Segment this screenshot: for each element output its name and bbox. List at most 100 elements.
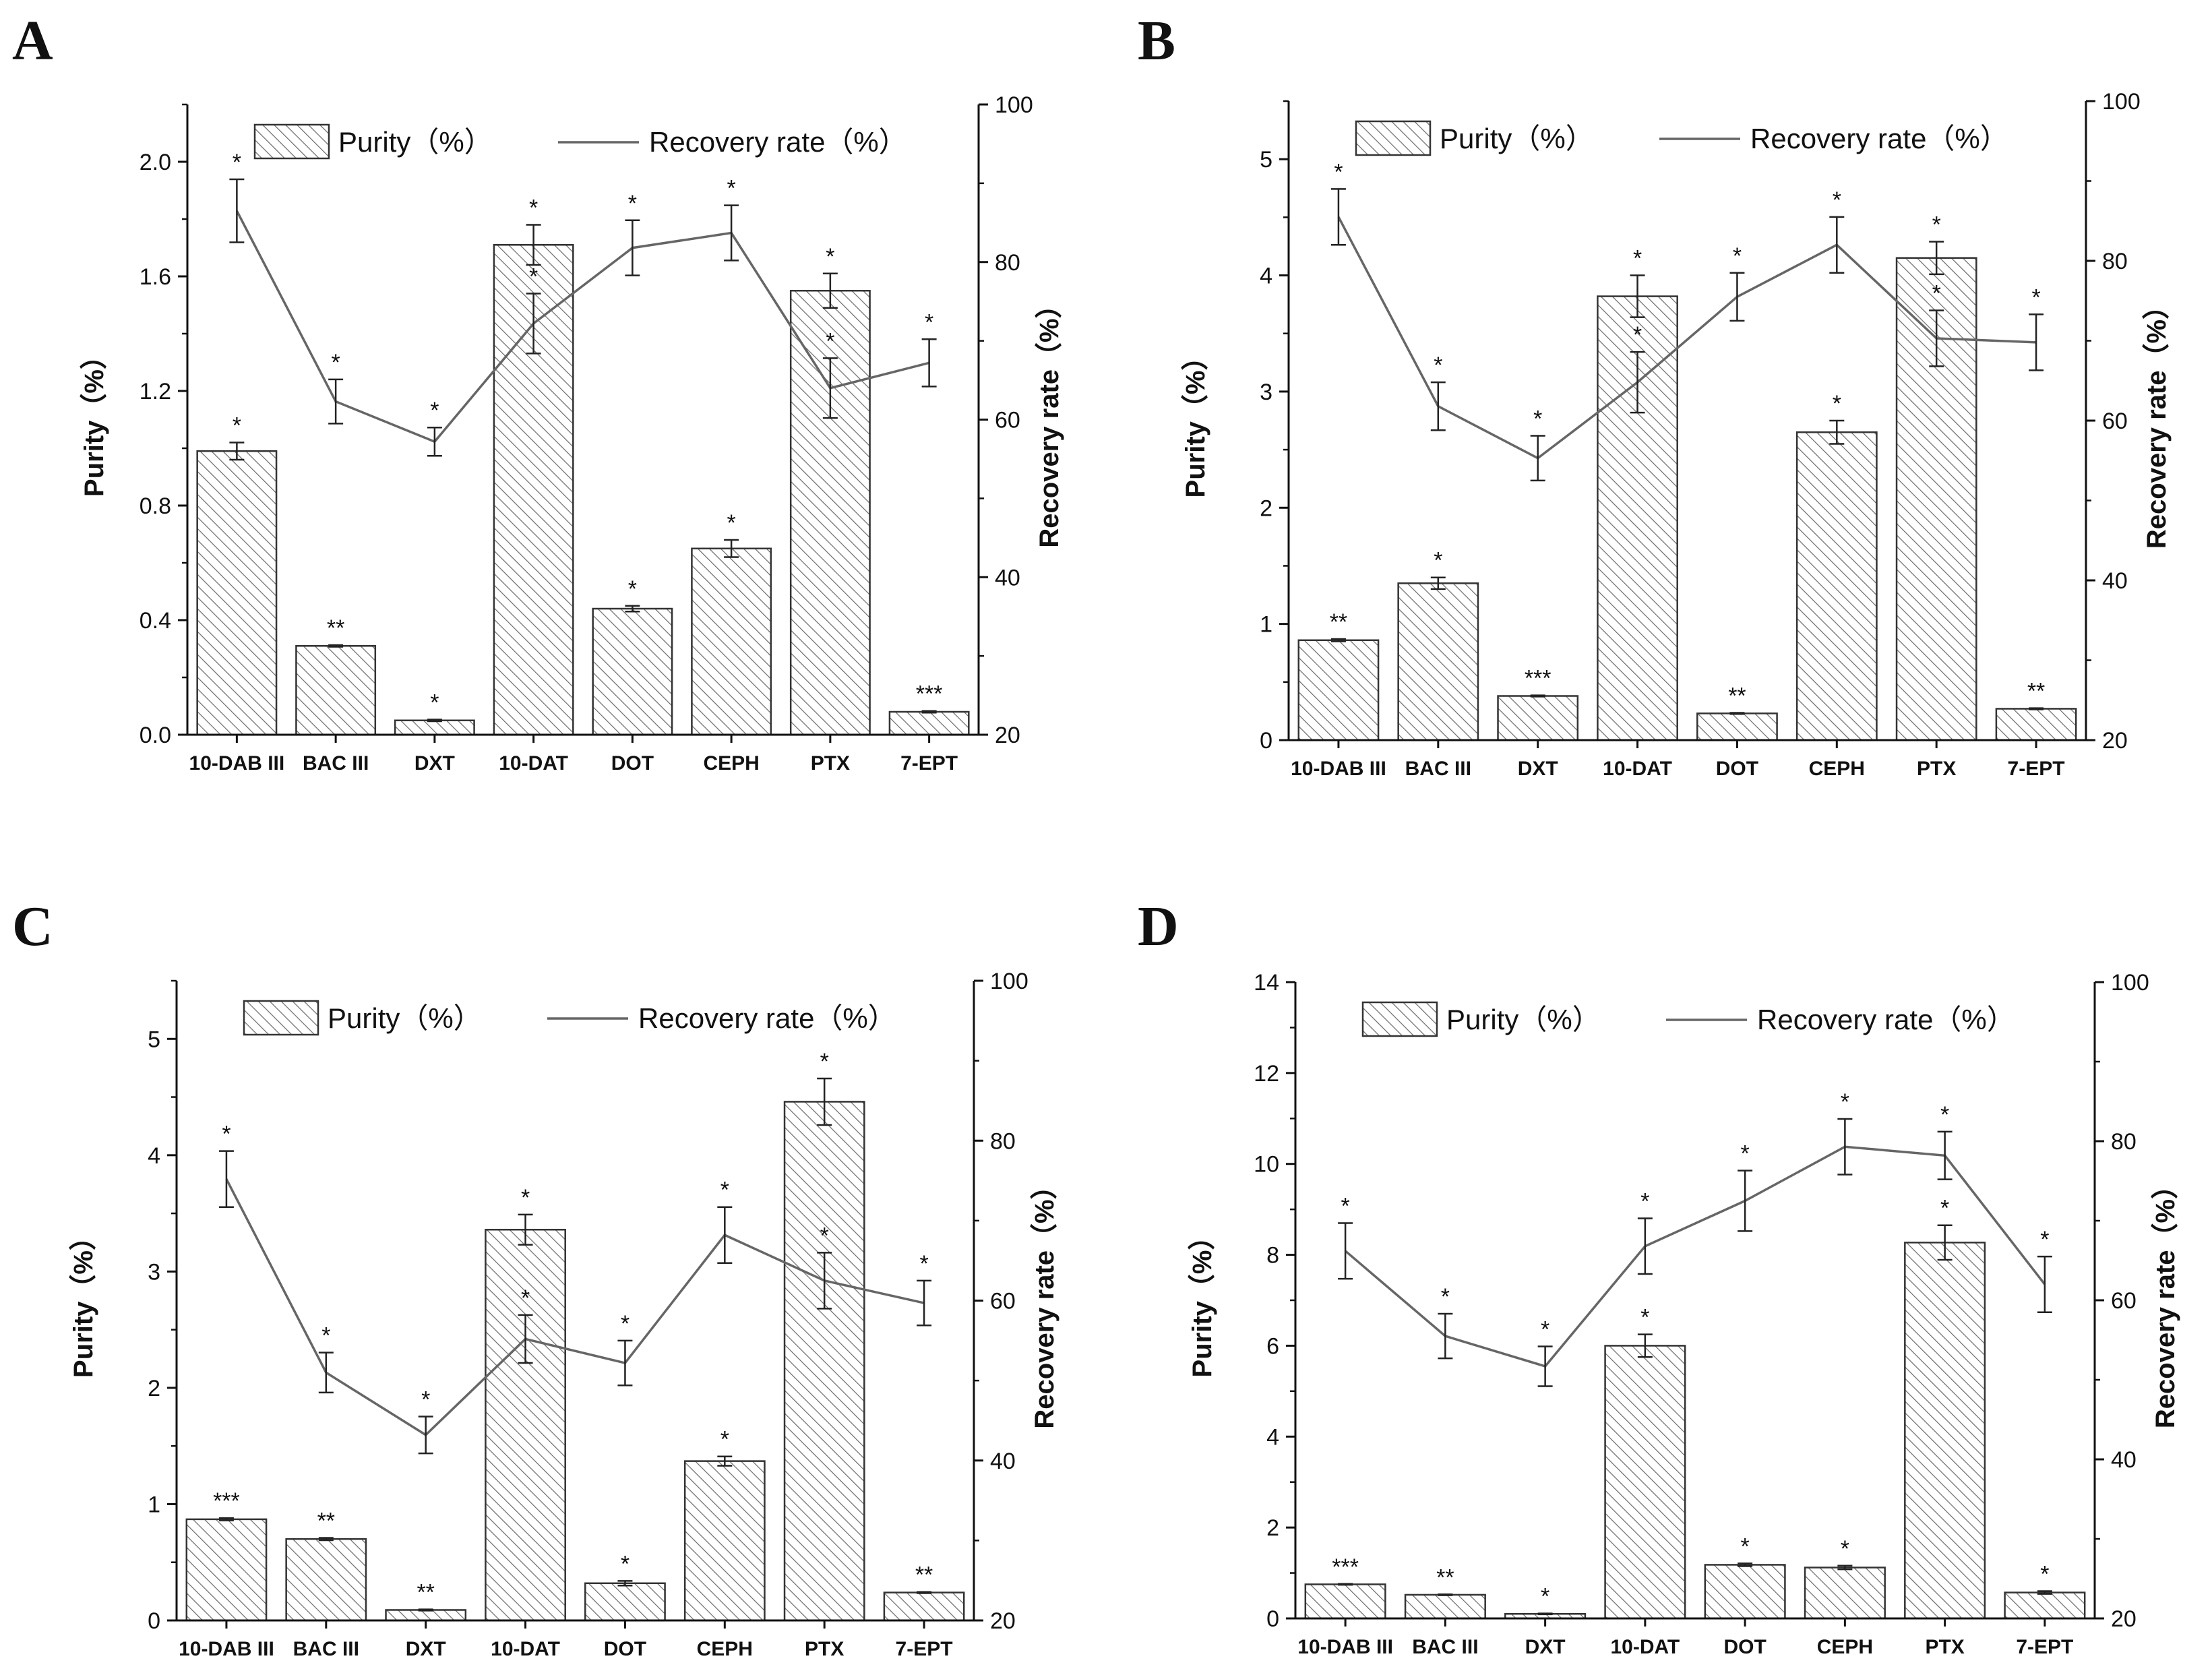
legend-line-label: Recovery rate（%） (649, 126, 907, 158)
purity-bar (691, 547, 772, 736)
legend-line-label: Recovery rate（%） (638, 1002, 896, 1034)
x-tick-label: PTX (1925, 1636, 1964, 1658)
purity-significance-mark: *** (916, 681, 943, 707)
purity-bar (1297, 639, 1380, 741)
x-tick-label: 10-DAB III (179, 1638, 274, 1660)
recovery-line (1344, 1145, 2046, 1368)
right-axis-title: Recovery rate（%） (1030, 1172, 1059, 1428)
purity-significance-mark: * (820, 1049, 829, 1074)
recovery-significance-mark: * (1434, 353, 1442, 378)
purity-error-bar (1530, 694, 1545, 698)
x-tick-label: 10-DAT (1603, 758, 1672, 780)
recovery-significance-mark: * (820, 1223, 829, 1248)
purity-significance-mark: * (430, 690, 439, 715)
recovery-significance-mark: * (727, 176, 736, 202)
recovery-error-bar (1537, 1345, 1553, 1387)
axes: 0 1 2 3 4 5 20 40 60 80 100 10-DAB III BAC III DXT 10-… (69, 969, 1059, 1660)
legend-bar-label: Purity（%） (338, 126, 493, 158)
left-tick-label: 6 (1266, 1333, 1279, 1359)
recovery-significance-mark: * (1741, 1141, 1750, 1167)
recovery-significance-mark: * (1341, 1194, 1350, 1219)
purity-bar (1604, 1345, 1686, 1620)
purity-bar (196, 450, 278, 736)
recovery-significance-mark: * (1334, 159, 1343, 185)
purity-bar (1995, 708, 2077, 741)
purity-error-bar (717, 1455, 733, 1467)
x-tick-label: DXT (1518, 758, 1558, 780)
right-tick-label: 100 (2111, 970, 2149, 996)
recovery-error-bar (2037, 1255, 2052, 1313)
recovery-error-bar (617, 1339, 633, 1387)
legend-bar-label: Purity（%） (1440, 123, 1594, 154)
recovery-significance-mark: * (2031, 284, 2040, 310)
purity-error-bar (1929, 241, 1944, 276)
purity-error-bar (318, 1537, 334, 1542)
purity-bar (1795, 431, 1878, 741)
purity-error-bar (328, 644, 344, 648)
purity-error-bar (427, 719, 442, 723)
x-tick-label: BAC III (303, 752, 369, 774)
recovery-error-bar (1637, 1217, 1653, 1275)
right-tick-label: 60 (990, 1289, 1016, 1314)
purity-error-bar (1729, 712, 1745, 715)
purity-significance-mark: * (621, 1551, 629, 1577)
x-tick-label: BAC III (293, 1638, 359, 1660)
purity-bar (1497, 695, 1579, 741)
x-tick-label: CEPH (1817, 1636, 1873, 1658)
purity-significance-mark: ** (1728, 683, 1746, 708)
purity-error-bar (921, 710, 937, 714)
purity-significance-mark: * (1932, 212, 1941, 238)
recovery-significance-mark: * (321, 1323, 330, 1349)
legend-bar-swatch (243, 1000, 319, 1036)
recovery-significance-mark: * (621, 1311, 629, 1337)
purity-bar (1704, 1564, 1786, 1620)
purity-error-bar (1430, 576, 1446, 590)
recovery-significance-mark: * (332, 350, 340, 375)
purity-significance-mark: * (233, 413, 241, 439)
purity-error-bar (617, 1580, 633, 1587)
purity-error-bar (2029, 707, 2044, 710)
right-tick-label: 60 (2111, 1288, 2137, 1314)
right-tick-label: 40 (990, 1449, 1016, 1474)
right-tick-label: 100 (2102, 89, 2141, 115)
recovery-significance-mark: * (826, 328, 834, 354)
purity-significance-mark: ** (417, 1580, 434, 1606)
purity-error-bar (2037, 1590, 2052, 1595)
right-tick-label: 80 (995, 250, 1020, 276)
purity-error-bar (1837, 1564, 1853, 1571)
purity-significance-mark: *** (1332, 1554, 1359, 1580)
recovery-error-bar (427, 426, 442, 457)
x-tick-label: DOT (1723, 1636, 1766, 1658)
x-tick-label: 10-DAB III (1297, 1636, 1393, 1658)
recovery-error-bar (921, 338, 937, 388)
recovery-error-bar (1438, 1312, 1453, 1360)
purity-significance-mark: * (529, 195, 538, 221)
legend-bar-label: Purity（%） (328, 1002, 482, 1034)
recovery-significance-mark: * (925, 309, 933, 335)
recovery-error-bar (526, 293, 541, 355)
recovery-error-bar (717, 1206, 733, 1264)
x-tick-label: DXT (1525, 1636, 1566, 1658)
purity-bar (1904, 1242, 1986, 1620)
left-axis-title: Purity（%） (80, 342, 109, 497)
right-axis-title: Recovery rate（%） (1035, 291, 1064, 547)
purity-error-bar (526, 224, 541, 266)
purity-significance-mark: ** (317, 1508, 335, 1533)
right-tick-label: 100 (995, 92, 1033, 118)
purity-significance-mark: * (1741, 1533, 1750, 1559)
left-tick-label: 14 (1254, 970, 1279, 996)
panel-letter-b: B (1138, 9, 1175, 72)
purity-error-bar (418, 1608, 433, 1612)
recovery-error-bar (218, 1150, 234, 1208)
left-tick-label: 3 (148, 1259, 160, 1285)
legend: Purity（%） Recovery rate（%） (253, 123, 907, 160)
purity-bar (783, 1101, 865, 1622)
recovery-error-bar (518, 1314, 533, 1364)
x-tick-label: 7-EPT (2016, 1636, 2073, 1658)
x-tick-label: 10-DAT (1610, 1636, 1680, 1658)
x-tick-label: 10-DAB III (189, 752, 285, 774)
recovery-significance-mark: * (1533, 406, 1542, 432)
purity-bar (285, 1538, 367, 1622)
recovery-significance-mark: * (628, 191, 637, 216)
recovery-error-bar (1630, 351, 1645, 414)
